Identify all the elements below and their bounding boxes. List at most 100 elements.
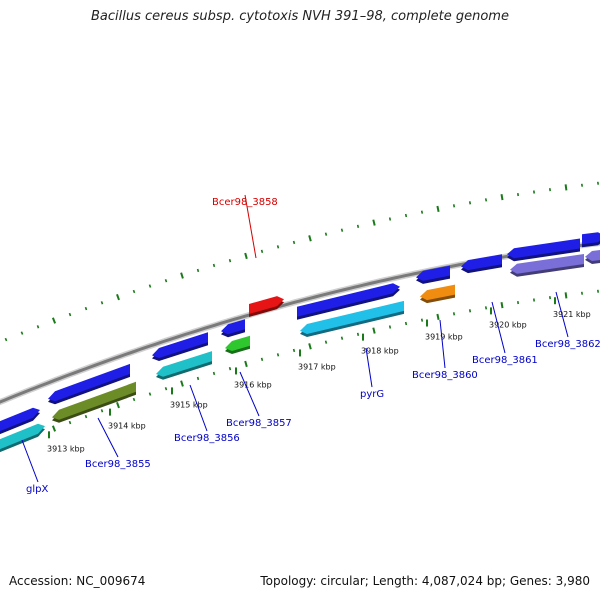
gene-arrow[interactable] — [221, 319, 245, 338]
genome-summary-text: Topology: circular; Length: 4,087,024 bp… — [260, 574, 590, 588]
track-tick — [212, 371, 216, 376]
gene-arrow-bcer98_3857[interactable] — [225, 335, 250, 354]
gene-arrow-body — [420, 284, 455, 301]
track-tick — [308, 343, 312, 350]
gene-arrow-body — [300, 300, 404, 334]
gene-arrow-bcer98_3855[interactable] — [52, 381, 136, 423]
scale-label-1: 3913 kbp — [47, 444, 85, 453]
gene-arrow-body — [297, 283, 400, 317]
gene-label-leader — [491, 301, 506, 354]
track-tick — [196, 268, 200, 273]
track-tick — [388, 217, 392, 221]
gene-arrow[interactable] — [585, 249, 600, 264]
scale-label-3: 3915 kbp — [170, 400, 208, 409]
track-tick — [452, 204, 456, 208]
gene-label-leader — [189, 384, 208, 432]
track-tick — [84, 414, 88, 419]
track-tick — [388, 325, 392, 329]
track-tick — [356, 224, 360, 228]
track-tick — [260, 249, 264, 254]
gene-arrow-bcer98_3861[interactable] — [461, 254, 502, 274]
track-tick — [484, 306, 488, 310]
gene-arrow[interactable] — [582, 232, 600, 248]
gene-label-glpx[interactable]: glpX — [26, 484, 48, 495]
lower-tick-track — [4, 289, 599, 450]
track-tick — [372, 327, 376, 334]
track-tick — [468, 201, 472, 205]
gene-arrow-body — [585, 250, 600, 261]
track-tick — [260, 357, 264, 362]
gene-arrow-body — [152, 332, 208, 358]
track-tick — [420, 318, 424, 322]
gene-label-leader — [365, 347, 373, 388]
gene-arrow-body — [48, 363, 130, 402]
track-tick — [452, 312, 456, 316]
gene-arrow[interactable] — [507, 238, 580, 262]
gene-arrow-body — [249, 296, 284, 314]
page-title: Bacillus cereus subsp. cytotoxis NVH 391… — [91, 9, 509, 24]
track-tick — [36, 325, 40, 329]
track-tick — [4, 337, 8, 342]
track-tick — [500, 302, 504, 309]
track-tick — [244, 360, 248, 368]
track-tick — [292, 240, 296, 245]
gene-arrow-bcer98_3858[interactable] — [249, 296, 284, 317]
gene-labels: glpX Bcer98_3855 Bcer98_3856 Bcer98_3857 Bce… — [21, 194, 600, 495]
track-tick — [276, 353, 280, 357]
track-tick — [372, 219, 376, 226]
track-tick — [100, 409, 104, 413]
gene-label-leader — [97, 417, 119, 458]
track-tick — [324, 340, 328, 344]
gene-label-bcer98_3856[interactable]: Bcer98_3856 — [174, 433, 240, 444]
track-tick — [500, 194, 504, 201]
gene-arrow[interactable] — [0, 423, 45, 454]
gene-label-bcer98_3855[interactable]: Bcer98_3855 — [85, 459, 151, 470]
scale-label-2: 3914 kbp — [108, 422, 146, 431]
gene-label-bcer98_3857[interactable]: Bcer98_3857 — [226, 418, 292, 429]
track-tick — [148, 392, 152, 396]
track-tick — [196, 376, 200, 381]
track-tick — [228, 258, 232, 263]
gene-arrow[interactable] — [416, 265, 450, 284]
gene-arrow[interactable] — [48, 363, 130, 405]
track-tick — [68, 312, 72, 317]
gene-label-pyrg[interactable]: pyrG — [360, 389, 384, 400]
gene-arrow-pyrg[interactable] — [300, 300, 404, 337]
track-tick — [404, 321, 408, 326]
gene-label-leader — [439, 319, 446, 369]
track-tick — [436, 313, 440, 321]
gene-arrow[interactable] — [152, 332, 208, 361]
gene-arrow-body — [461, 254, 502, 271]
gene-label-bcer98_3860[interactable]: Bcer98_3860 — [412, 370, 478, 381]
scale-label-9: 3921 kbp — [553, 310, 591, 319]
track-tick — [404, 213, 408, 218]
gene-arrow-bcer98_3862[interactable] — [510, 254, 584, 277]
track-tick — [132, 397, 136, 402]
gene-label-bcer98_3858[interactable]: Bcer98_3858 — [212, 197, 278, 208]
track-tick — [148, 284, 152, 288]
track-tick — [308, 235, 312, 242]
gene-arrow[interactable] — [297, 283, 400, 320]
gene-arrow-bcer98_3860[interactable] — [420, 284, 455, 304]
gene-arrow-glpx[interactable] — [0, 407, 40, 436]
gene-label-bcer98_3862[interactable]: Bcer98_3862 — [535, 339, 600, 350]
gene-arrow-body — [0, 407, 40, 432]
gene-label-leader — [21, 439, 39, 483]
track-tick — [276, 245, 280, 249]
gene-arrow-body — [156, 351, 212, 377]
upper-tick-track — [4, 181, 599, 342]
gene-arrow-bcer98_3856[interactable] — [156, 351, 212, 380]
track-tick — [180, 380, 184, 387]
gene-track — [0, 232, 600, 454]
track-tick — [436, 205, 440, 213]
track-tick — [340, 228, 344, 232]
gene-label-bcer98_3861[interactable]: Bcer98_3861 — [472, 355, 538, 366]
track-tick — [116, 293, 120, 301]
track-tick — [164, 279, 168, 283]
track-tick — [484, 198, 488, 202]
track-tick — [212, 263, 216, 268]
genome-backbone — [0, 241, 600, 404]
track-tick — [180, 272, 184, 279]
gene-arrow-body — [582, 232, 600, 245]
